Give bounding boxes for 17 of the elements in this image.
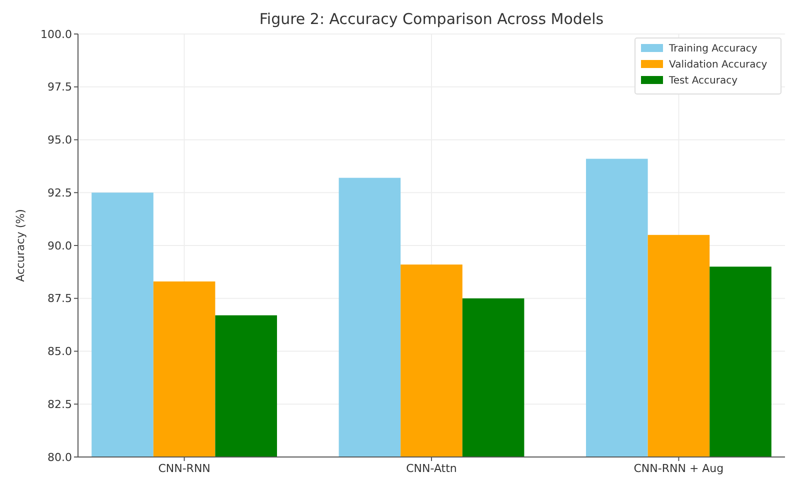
y-tick-label: 100.0 xyxy=(40,28,72,41)
y-tick-label: 90.0 xyxy=(48,239,72,252)
x-tick-label: CNN-Attn xyxy=(406,462,457,475)
legend-label: Training Accuracy xyxy=(668,44,758,54)
y-tick-label: 92.5 xyxy=(48,186,72,200)
y-tick-label: 85.0 xyxy=(48,345,72,358)
x-tick-label: CNN-RNN xyxy=(158,462,210,475)
y-tick-label: 80.0 xyxy=(48,450,72,464)
y-tick-label: 82.5 xyxy=(48,398,72,411)
chart-title: Figure 2: Accuracy Comparison Across Models xyxy=(259,10,604,28)
legend-label: Validation Accuracy xyxy=(669,60,768,70)
y-tick-label: 97.5 xyxy=(48,80,72,94)
y-tick-label: 87.5 xyxy=(48,292,72,306)
y-tick-label: 95.0 xyxy=(48,134,72,147)
y-axis-title: Accuracy (%) xyxy=(14,209,27,282)
legend-label: Test Accuracy xyxy=(668,76,738,86)
x-tick-label: CNN-RNN + Aug xyxy=(634,462,724,475)
